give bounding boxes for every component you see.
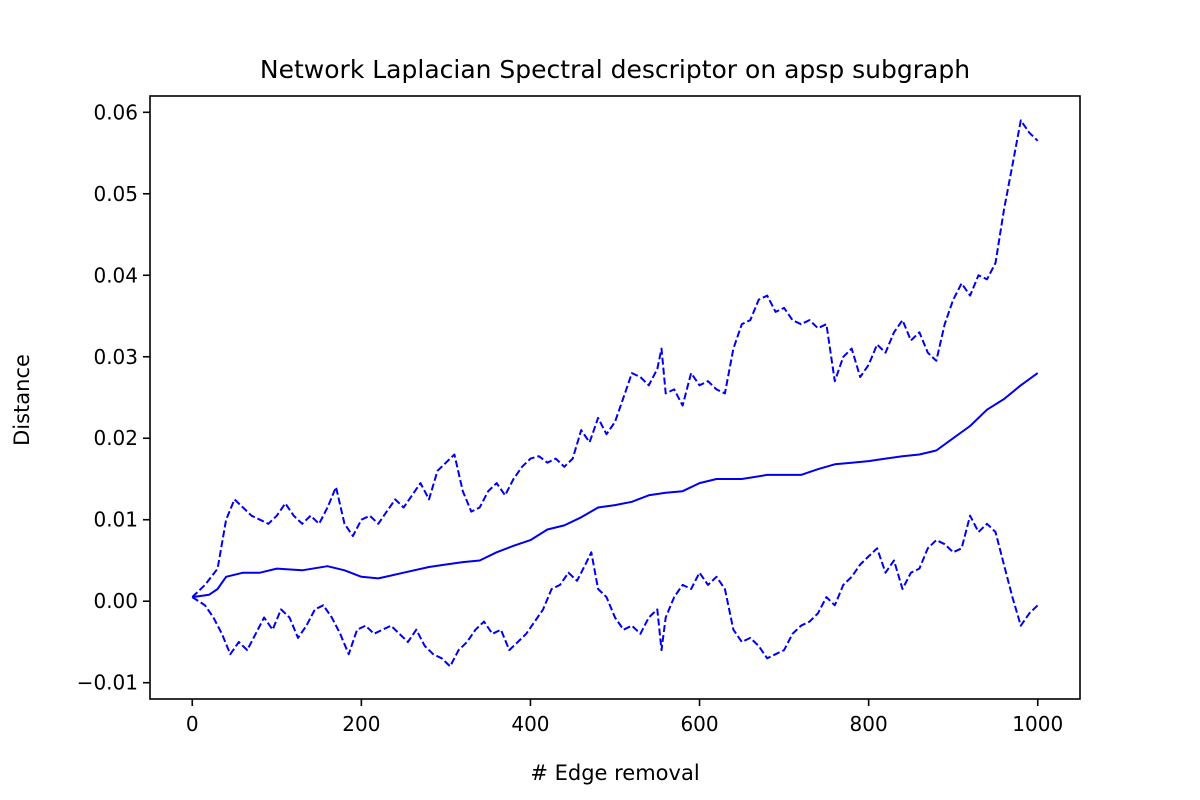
plot-frame <box>149 95 1081 700</box>
series-line-dashed-1 <box>191 119 1039 598</box>
series-line-dashed-2 <box>191 514 1039 668</box>
y-tick-label: 0.03 <box>93 345 138 369</box>
y-tick-label: 0.01 <box>93 508 138 532</box>
y-tick-label: 0.02 <box>93 426 138 450</box>
x-axis-label: # Edge removal <box>530 761 699 785</box>
y-tick-label: −0.01 <box>77 671 138 695</box>
x-tick-label: 1000 <box>1012 712 1063 736</box>
y-axis: −0.01 0.00 0.01 0.02 0.03 0.04 0.05 0.06 <box>77 100 150 695</box>
y-tick-label: 0.04 <box>93 263 138 287</box>
x-tick-label: 400 <box>511 712 549 736</box>
x-axis: 0 200 400 600 800 1000 <box>186 699 1063 736</box>
series-line-mean <box>192 372 1039 599</box>
chart-title: Network Laplacian Spectral descriptor on… <box>260 55 970 84</box>
x-tick-label: 600 <box>680 712 718 736</box>
y-tick-label: 0.00 <box>93 589 138 613</box>
y-tick-label: 0.05 <box>93 182 138 206</box>
series-layer <box>191 119 1039 668</box>
y-tick-label: 0.06 <box>93 100 138 124</box>
x-tick-label: 0 <box>186 712 199 736</box>
y-axis-label: Distance <box>10 354 34 446</box>
x-tick-label: 800 <box>850 712 888 736</box>
x-tick-label: 200 <box>342 712 380 736</box>
